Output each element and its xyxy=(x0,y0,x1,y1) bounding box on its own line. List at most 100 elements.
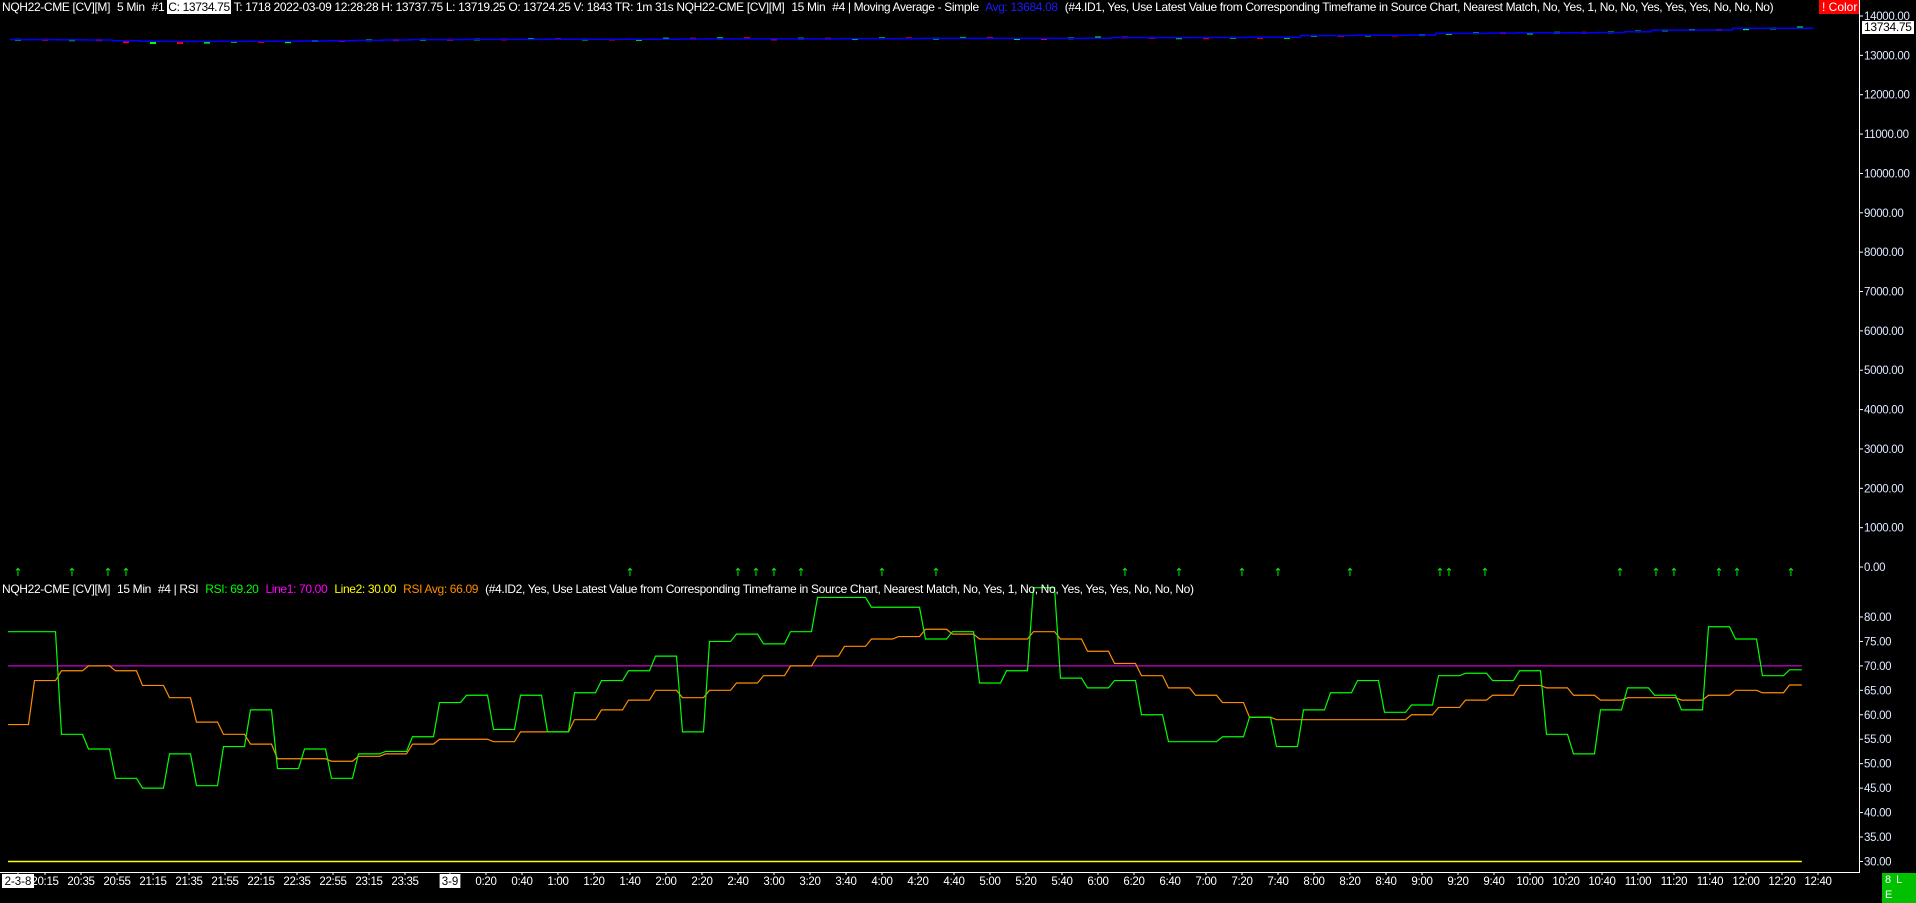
moving-average-value: Avg: 13684.08 xyxy=(985,0,1058,14)
time-axis-label: 22:15 xyxy=(247,876,274,888)
signal-arrows: ↑ ↑ ↑ ↑ ↑ ↑ ↑ ↑ ↑ ↑ ↑ ↑ ↑ ↑ ↑ ↑ ↑ ↑ ↑ ↑ ↑ ↑ ↑ ↑ ↑ xyxy=(13,566,1795,579)
up-arrow-icon: ↑ xyxy=(877,566,886,579)
rsi-study-params: (#4.ID2, Yes, Use Latest Value from Corr… xyxy=(485,582,1194,596)
rsi-header: NQH22-CME [CV][M] 15 Min #4 | RSI RSI: 6… xyxy=(2,582,1852,596)
time-axis-label: 0:20 xyxy=(475,876,496,888)
price-bar xyxy=(150,41,156,44)
price-bar xyxy=(204,41,210,44)
study-symbol: NQH22-CME [CV][M] xyxy=(676,0,785,14)
up-arrow-icon: ↑ xyxy=(13,566,22,579)
price-axis-label: 8000.00 xyxy=(1864,247,1903,259)
rsi-axis-label: 45.00 xyxy=(1864,783,1891,795)
price-bar xyxy=(1095,36,1101,39)
price-axis-label: 6000.00 xyxy=(1864,326,1903,338)
time-axis-label: 2:00 xyxy=(655,876,676,888)
up-arrow-icon: ↑ xyxy=(1669,566,1678,579)
study-name: #4 | Moving Average - Simple xyxy=(832,0,979,14)
up-arrow-icon: ↑ xyxy=(1273,566,1282,579)
close-value: C: 13734.75 xyxy=(167,0,231,14)
time-axis-label: 1:20 xyxy=(583,876,604,888)
time-axis-label: 7:00 xyxy=(1195,876,1216,888)
timer-value: TR: 1m 31s xyxy=(614,0,674,14)
up-arrow-icon: ↑ xyxy=(1651,566,1660,579)
time-axis-label: 11:20 xyxy=(1661,876,1687,888)
time-axis-label: 8:20 xyxy=(1339,876,1360,888)
interval: 5 Min xyxy=(117,0,145,14)
time-axis-label: 3:40 xyxy=(835,876,856,888)
price-axis-label: 7000.00 xyxy=(1864,287,1903,299)
rsi-axis-label: 55.00 xyxy=(1864,734,1891,746)
time-axis-label: 9:40 xyxy=(1483,876,1504,888)
time-axis[interactable]: 2-3-8 20:15 20:35 20:55 21:15 21:35 21:55 22:15… xyxy=(2,872,1832,888)
up-arrow-icon: ↑ xyxy=(1786,566,1795,579)
moving-average-line xyxy=(9,27,1814,43)
up-arrow-icon: ↑ xyxy=(1237,566,1246,579)
status-badge[interactable]: 8 L E xyxy=(1882,873,1916,903)
line2-value: Line2: 30.00 xyxy=(334,582,397,596)
up-arrow-icon: ↑ xyxy=(1120,566,1129,579)
study-interval: 15 Min xyxy=(791,0,826,14)
high-value: H: 13737.75 xyxy=(381,0,443,14)
time-axis-label: 12:00 xyxy=(1732,876,1759,888)
rsi-axis-label: 30.00 xyxy=(1864,856,1891,868)
rsi-avg-value: RSI Avg: 66.09 xyxy=(403,582,479,596)
up-arrow-icon: ↑ xyxy=(1174,566,1183,579)
symbol: NQH22-CME [CV][M] xyxy=(2,0,111,14)
up-arrow-icon: ↑ xyxy=(1444,566,1453,579)
price-axis-label: 10000.00 xyxy=(1864,168,1910,180)
up-arrow-icon: ↑ xyxy=(796,566,805,579)
open-value: O: 13724.25 xyxy=(508,0,571,14)
time-axis-label: 23:35 xyxy=(391,876,418,888)
time-axis-label: 10:20 xyxy=(1552,876,1579,888)
up-arrow-icon: ↑ xyxy=(733,566,742,579)
up-arrow-icon: ↑ xyxy=(751,566,760,579)
price-bar xyxy=(1797,26,1803,29)
low-value: L: 13719.25 xyxy=(445,0,506,14)
time-axis-label: 11:40 xyxy=(1697,876,1723,888)
time-axis-label: 2:20 xyxy=(691,876,712,888)
rsi-axis-label: 75.00 xyxy=(1864,636,1891,648)
rsi-pane xyxy=(8,587,1802,863)
date-marker-box xyxy=(439,874,461,888)
price-axis[interactable]: 14000.00 13000.00 12000.00 11000.00 10000.00… xyxy=(1859,11,1910,574)
up-arrow-icon: ↑ xyxy=(625,566,634,579)
date-marker-label: 3-9 xyxy=(442,876,459,888)
time-axis-label: 4:20 xyxy=(907,876,928,888)
rsi-line xyxy=(8,587,1802,789)
up-arrow-icon: ↑ xyxy=(1435,566,1444,579)
time-axis-label: 6:40 xyxy=(1159,876,1180,888)
time-axis-label: 21:55 xyxy=(211,876,238,888)
price-axis-label: 5000.00 xyxy=(1864,365,1903,377)
rsi-axis-label: 65.00 xyxy=(1864,685,1891,697)
up-arrow-icon: ↑ xyxy=(121,566,130,579)
bar-time: T: 1718 2022-03-09 12:28:28 xyxy=(233,0,379,14)
time-axis-label: 0:40 xyxy=(511,876,532,888)
time-axis-label: 8:00 xyxy=(1303,876,1324,888)
price-axis-label: 0.00 xyxy=(1864,562,1885,574)
time-axis-label: 22:35 xyxy=(283,876,310,888)
rsi-axis[interactable]: 80.00 75.00 70.00 65.00 60.00 55.00 50.00 45.00… xyxy=(1859,612,1892,868)
price-pane xyxy=(9,26,1814,44)
price-axis-label: 1000.00 xyxy=(1864,523,1903,535)
up-arrow-icon: ↑ xyxy=(1615,566,1624,579)
time-axis-label: 3:00 xyxy=(763,876,784,888)
time-axis-label: 20:35 xyxy=(67,876,94,888)
price-axis-label: 12000.00 xyxy=(1864,90,1910,102)
rsi-axis-label: 50.00 xyxy=(1864,759,1891,771)
time-axis-label: 21:15 xyxy=(139,876,166,888)
rsi-axis-label: 80.00 xyxy=(1864,612,1891,624)
up-arrow-icon: ↑ xyxy=(67,566,76,579)
price-bar xyxy=(285,41,291,44)
rsi-axis-label: 60.00 xyxy=(1864,710,1891,722)
time-axis-label: 20:55 xyxy=(103,876,130,888)
time-axis-label: 8:40 xyxy=(1375,876,1396,888)
price-axis-label: 14000.00 xyxy=(1864,11,1910,23)
alert-badge[interactable]: ! Color xyxy=(1819,0,1859,14)
date-marker-box xyxy=(2,874,34,888)
time-axis-label: 23:15 xyxy=(355,876,382,888)
time-axis-label: 4:00 xyxy=(871,876,892,888)
rsi-study-name: #4 | RSI xyxy=(157,582,199,596)
up-arrow-icon: ↑ xyxy=(1345,566,1354,579)
time-axis-label: 5:40 xyxy=(1051,876,1072,888)
